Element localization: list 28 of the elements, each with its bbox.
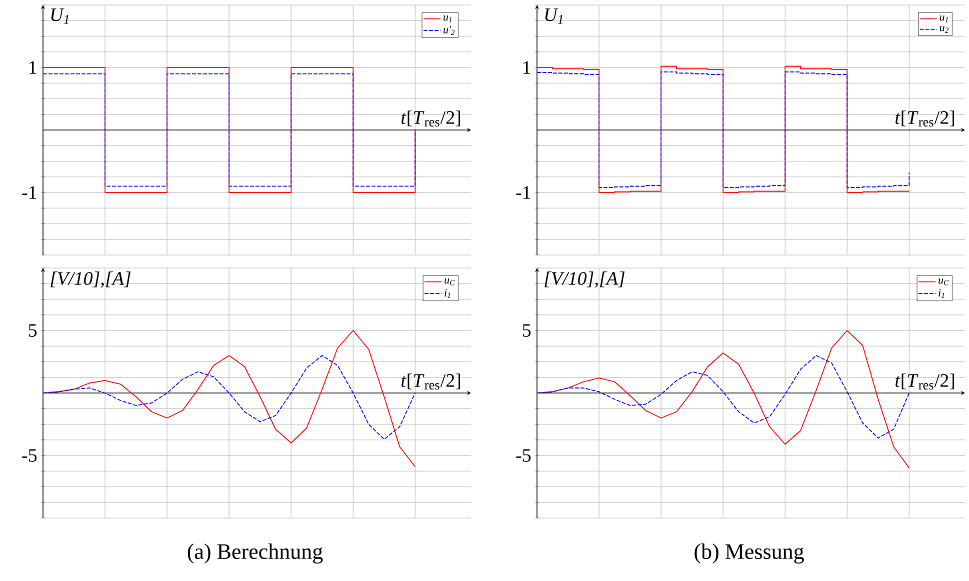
legend-label: u$_{C}$ [444,278,455,286]
y-tick-label: 5 [522,324,531,337]
x-axis-title: t[T$_{res}$/2] [402,374,460,390]
y-tick-label: -1 [22,186,36,199]
text: (b) Messung [694,544,804,564]
text: (a) Berechnung [188,544,323,564]
y-tick-label: -1 [516,186,530,199]
legend-label: u$_{2}$ [940,26,949,33]
legend-label: u'$_{2}$ [444,26,454,35]
y-axis-title: U$_{1}$ [545,8,562,24]
y-axis-title: [V/10],[A] [50,272,130,288]
y-tick-label: -5 [22,449,37,462]
y-tick-label: 1 [524,61,530,74]
y-tick-label: 5 [28,324,37,337]
y-axis-title: U$_{1}$ [51,8,68,24]
x-axis-title: t[T$_{res}$/2] [402,110,460,126]
legend-label: u$_{C}$ [938,278,949,286]
y-tick-label: -5 [516,449,531,462]
x-axis-title: t[T$_{res}$/2] [896,374,954,390]
line-series [43,355,416,440]
legend-label: u$_{1}$ [444,15,452,22]
legend-label: i$_{1}$ [938,289,944,298]
y-axis-title: [V/10],[A] [544,272,624,288]
legend-label: u$_{1}$ [940,15,948,22]
y-tick-label: 1 [29,61,36,74]
line-series [537,355,910,438]
x-axis-title: t[T$_{res}$/2] [896,110,954,126]
legend-label: i$_{1}$ [444,289,450,298]
